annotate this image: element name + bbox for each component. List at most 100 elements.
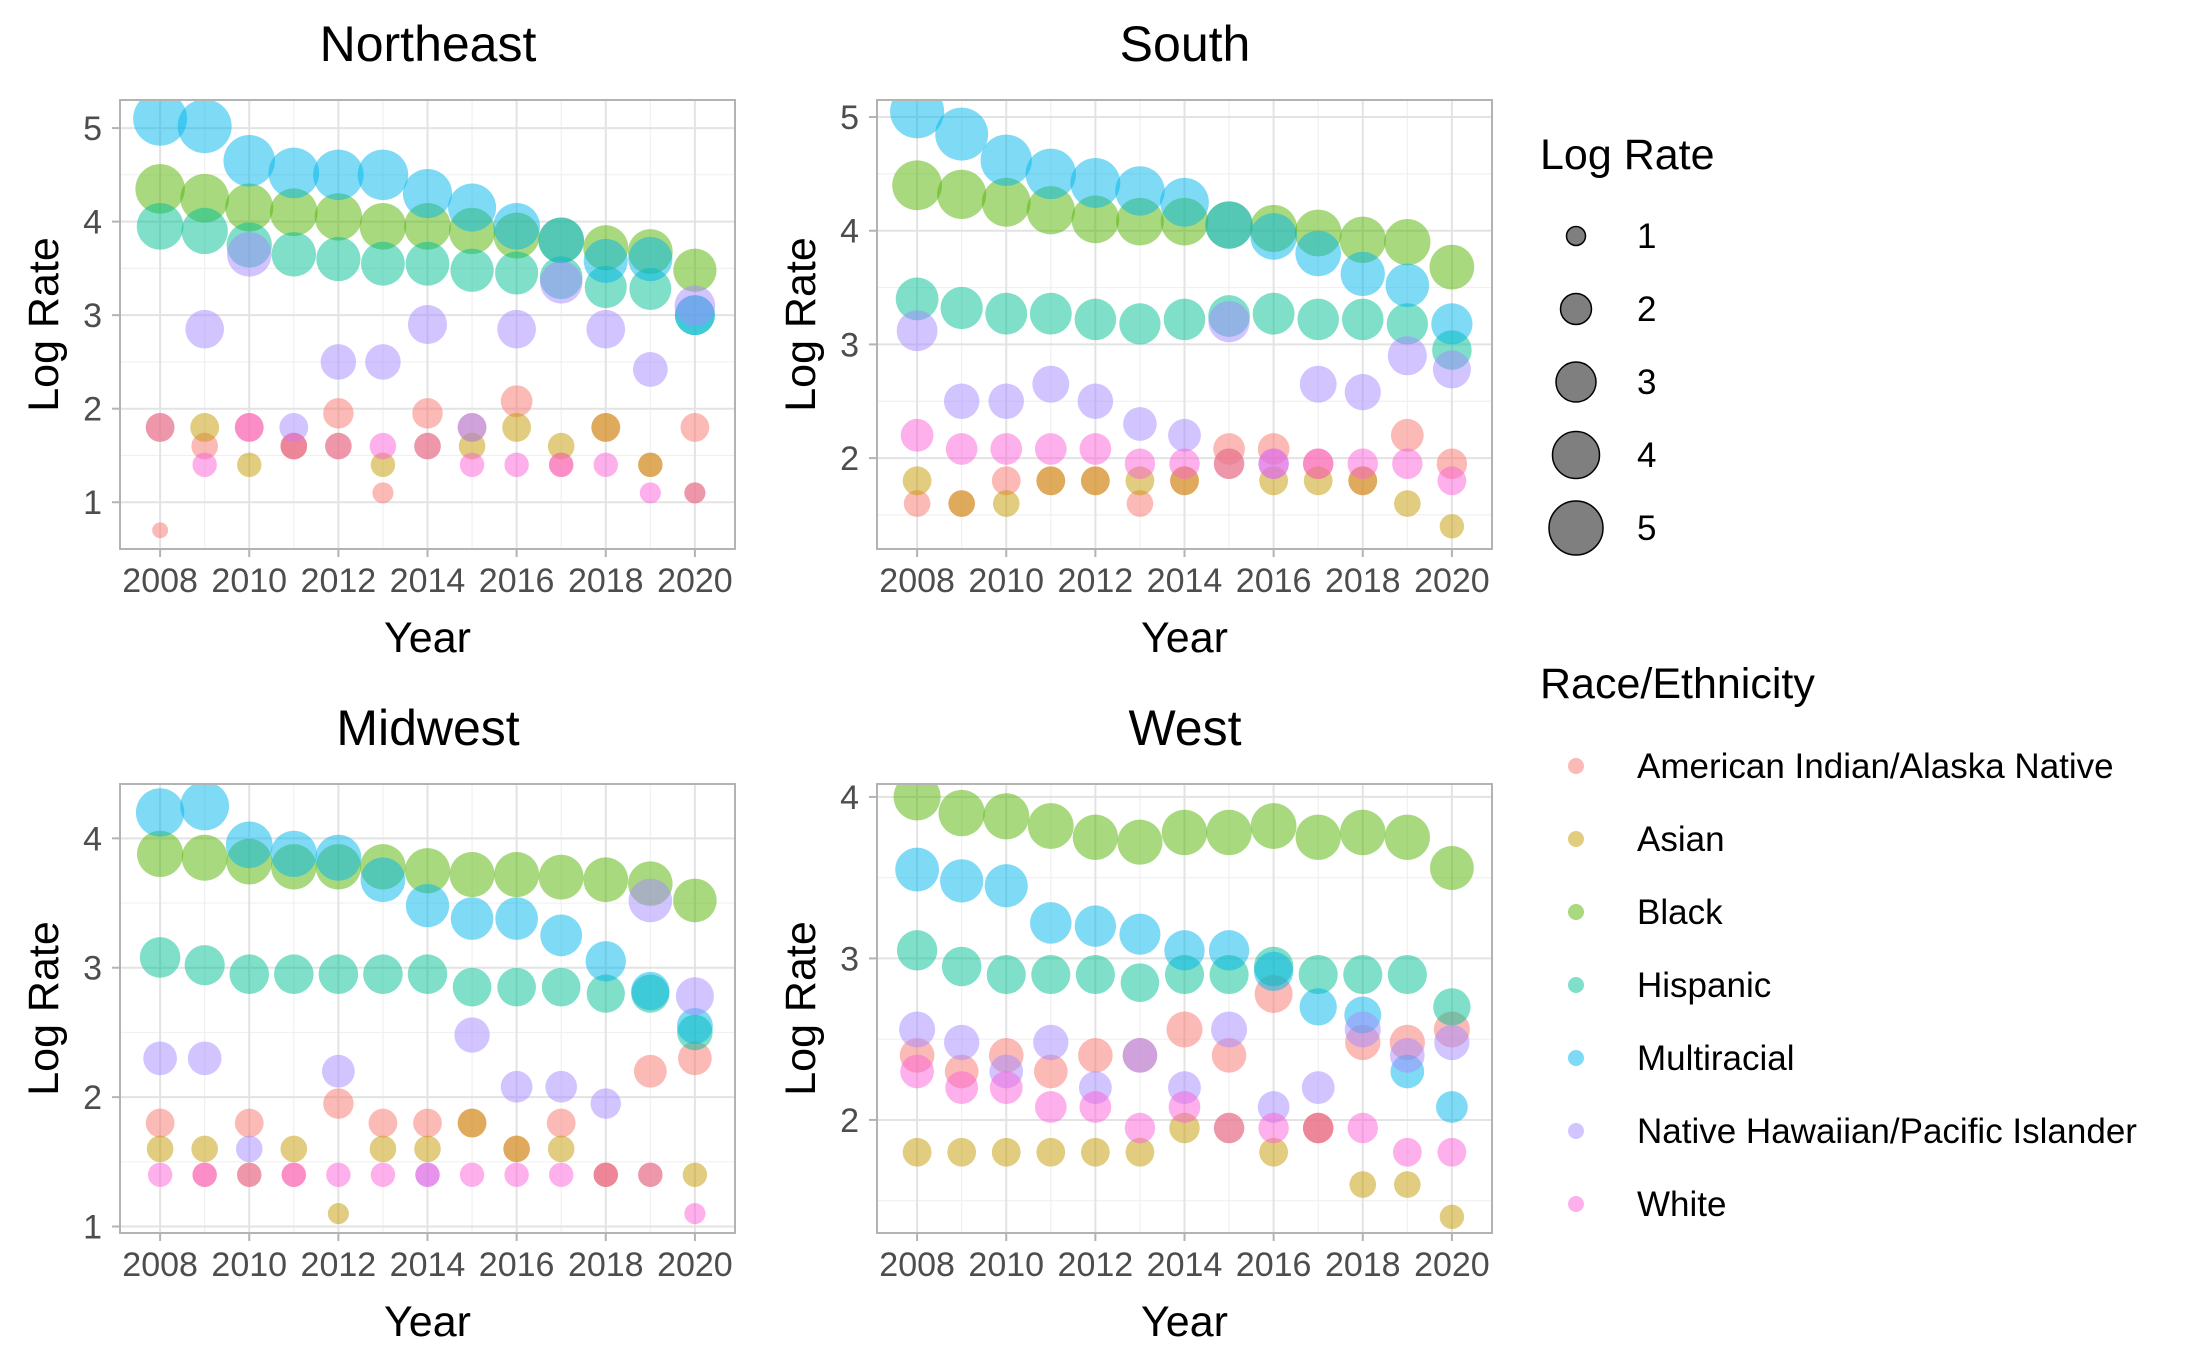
point-native-hawaiian-pacific-islander-2009 <box>943 383 980 419</box>
point-hispanic-2014 <box>405 241 450 286</box>
point-american-indian-alaska-native-2019 <box>633 1054 667 1088</box>
x-tick-label: 2010 <box>968 562 1044 600</box>
point-native-hawaiian-pacific-islander-2015 <box>457 412 487 442</box>
point-multiracial-2008 <box>133 100 188 146</box>
point-white-2014 <box>1168 1091 1201 1123</box>
point-multiracial-2019 <box>631 971 670 1011</box>
point-white-2010 <box>989 1071 1023 1105</box>
point-native-hawaiian-pacific-islander-2018 <box>586 309 626 349</box>
point-asian-2016 <box>1259 1137 1289 1167</box>
point-black-2012 <box>1071 195 1120 244</box>
point-white-2009 <box>192 452 217 478</box>
point-multiracial-2018 <box>583 238 628 283</box>
point-native-hawaiian-pacific-islander-2020 <box>674 285 716 327</box>
point-multiracial-2010 <box>984 864 1028 908</box>
point-black-2019 <box>1384 814 1430 860</box>
legend-label-hispanic: Hispanic <box>1637 966 1771 1005</box>
point-white-2016 <box>504 452 529 478</box>
point-white-2019 <box>638 1162 663 1187</box>
point-asian-2017 <box>547 432 575 460</box>
point-asian-2010 <box>237 452 262 478</box>
point-asian-2012 <box>327 1203 349 1225</box>
point-native-hawaiian-pacific-islander-2013 <box>365 344 401 380</box>
point-multiracial-2020 <box>1431 303 1473 345</box>
point-black-2010 <box>225 183 274 232</box>
x-tick-label: 2008 <box>122 562 198 600</box>
point-native-hawaiian-pacific-islander-2009 <box>187 1041 222 1076</box>
point-hispanic-2013 <box>363 954 403 994</box>
points-south <box>890 100 1475 539</box>
point-native-hawaiian-pacific-islander-2020 <box>1434 1024 1470 1061</box>
point-black-2012 <box>1072 814 1118 860</box>
point-white-2017 <box>548 452 574 478</box>
point-american-indian-alaska-native-2014 <box>412 398 443 429</box>
point-american-indian-alaska-native-2013 <box>372 482 394 504</box>
point-american-indian-alaska-native-2008 <box>903 490 931 517</box>
points-west <box>893 784 1474 1230</box>
point-black-2008 <box>137 830 184 877</box>
point-asian-2008 <box>902 466 932 496</box>
point-native-hawaiian-pacific-islander-2019 <box>632 352 668 387</box>
point-asian-2018 <box>591 412 621 442</box>
x-tick-label: 2018 <box>1325 562 1401 600</box>
point-american-indian-alaska-native-2013 <box>1126 490 1154 517</box>
point-native-hawaiian-pacific-islander-2017 <box>1301 1071 1335 1105</box>
y-axis-label: Log Rate <box>20 237 68 412</box>
point-native-hawaiian-pacific-islander-2012 <box>321 1054 355 1088</box>
point-american-indian-alaska-native-2014 <box>413 1108 442 1138</box>
point-hispanic-2008 <box>139 937 181 978</box>
point-white-2012 <box>325 432 352 460</box>
x-tick-label: 2014 <box>1147 1246 1223 1284</box>
point-white-2019 <box>1392 1137 1422 1167</box>
point-asian-2011 <box>280 1135 308 1163</box>
legend-color-title: Race/Ethnicity <box>1540 660 1815 708</box>
legend-key-native-hawaiian-pacific-islander <box>1568 1123 1584 1139</box>
point-american-indian-alaska-native-2019 <box>1390 418 1424 452</box>
point-black-2009 <box>937 169 987 219</box>
point-white-2020 <box>1437 1137 1467 1167</box>
point-multiracial-2011 <box>270 830 317 877</box>
point-multiracial-2018 <box>585 941 626 982</box>
point-asian-2019 <box>638 452 663 478</box>
y-axis-label: Log Rate <box>20 921 68 1096</box>
point-white-2015 <box>1213 448 1245 479</box>
point-white-2008 <box>147 1162 173 1187</box>
point-white-2010 <box>237 1162 262 1187</box>
y-tick-label: 3 <box>83 950 102 988</box>
point-hispanic-2008 <box>896 930 938 971</box>
point-asian-2009 <box>948 490 975 517</box>
point-white-2020 <box>684 482 706 504</box>
point-white-2011 <box>280 432 308 460</box>
point-hispanic-2018 <box>1341 298 1384 341</box>
point-multiracial-2013 <box>1119 913 1161 955</box>
point-hispanic-2018 <box>586 974 625 1013</box>
point-native-hawaiian-pacific-islander-2011 <box>1032 365 1070 403</box>
point-white-2011 <box>281 1162 307 1187</box>
y-tick-label: 2 <box>83 1079 102 1117</box>
point-multiracial-2014 <box>1160 177 1209 227</box>
y-tick-label: 4 <box>840 213 859 251</box>
point-white-2013 <box>1124 448 1156 479</box>
legend-label-black: Black <box>1637 893 1723 932</box>
point-native-hawaiian-pacific-islander-2020 <box>675 977 714 1016</box>
point-native-hawaiian-pacific-islander-2017 <box>545 1070 578 1103</box>
point-native-hawaiian-pacific-islander-2014 <box>407 304 448 345</box>
point-american-indian-alaska-native-2013 <box>368 1108 398 1138</box>
point-native-hawaiian-pacific-islander-2013 <box>1122 1038 1158 1073</box>
point-hispanic-2009 <box>941 946 982 987</box>
point-hispanic-2012 <box>1075 955 1115 995</box>
point-asian-2014 <box>414 1135 441 1163</box>
point-asian-2020 <box>682 1162 708 1187</box>
legend-label-american-indian-alaska-native: American Indian/Alaska Native <box>1637 747 2114 786</box>
x-tick-label: 2020 <box>1414 1246 1490 1284</box>
point-hispanic-2012 <box>318 954 359 994</box>
point-native-hawaiian-pacific-islander-2014 <box>1168 418 1201 452</box>
point-multiracial-2008 <box>135 788 185 837</box>
point-american-indian-alaska-native-2017 <box>546 1108 576 1138</box>
point-native-hawaiian-pacific-islander-2011 <box>1033 1024 1069 1061</box>
point-multiracial-2012 <box>1070 158 1121 208</box>
point-asian-2013 <box>369 1135 397 1163</box>
point-hispanic-2019 <box>1386 303 1428 345</box>
point-multiracial-2011 <box>268 147 320 199</box>
point-hispanic-2013 <box>361 241 405 286</box>
